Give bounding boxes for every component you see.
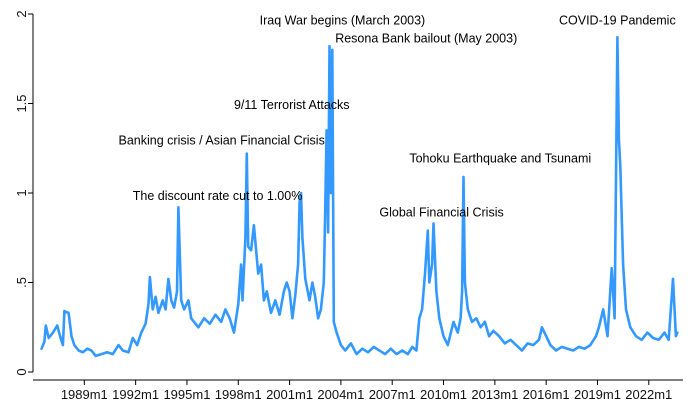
x-tick-label: 1989m1: [61, 387, 108, 402]
y-tick-label: 0: [14, 368, 29, 375]
x-tick-label: 2022m1: [625, 387, 672, 402]
annotation-label: Resona Bank bailout (May 2003): [335, 32, 517, 46]
x-axis: 1989m1 1992m1 1995m1 1998m1 2001m1 2004m1 2007…: [33, 379, 683, 402]
annotation-label: Banking crisis / Asian Financial Crisis: [119, 134, 325, 148]
annotation-label: Tohoku Earthquake and Tsunami: [409, 152, 591, 166]
y-tick-label: 1.5: [14, 94, 29, 112]
x-tick-label: 2004m1: [317, 387, 364, 402]
x-tick-label: 2007m1: [369, 387, 416, 402]
y-tick-label: 2: [14, 10, 29, 17]
y-axis-ticks: 0 .5 1 1.5 2: [14, 10, 33, 376]
series-line-0: [40, 36, 679, 358]
x-tick-label: 1992m1: [112, 387, 159, 402]
annotation-label: COVID-19 Pandemic: [559, 14, 676, 28]
x-tick-label: 1998m1: [215, 387, 262, 402]
annotation-label: Iraq War begins (March 2003): [260, 14, 426, 28]
y-tick-label: .5: [14, 277, 29, 288]
series-layer: [40, 36, 679, 358]
annotations: The discount rate cut to 1.00% Banking cr…: [119, 14, 676, 220]
x-tick-label: 2016m1: [523, 387, 570, 402]
annotation-label: 9/11 Terrorist Attacks: [234, 98, 350, 112]
x-tick-label: 2001m1: [266, 387, 313, 402]
x-tick-label: 2010m1: [420, 387, 467, 402]
annotation-label: The discount rate cut to 1.00%: [133, 189, 303, 203]
x-tick-label: 2013m1: [471, 387, 518, 402]
annotation-label: Global Financial Crisis: [379, 205, 503, 219]
y-axis: 0 .5 1 1.5 2: [14, 10, 34, 376]
x-tick-label: 2019m1: [574, 387, 621, 402]
x-tick-label: 1995m1: [163, 387, 210, 402]
x-axis-ticks: 1989m1 1992m1 1995m1 1998m1 2001m1 2004m1 2007…: [61, 380, 672, 402]
y-tick-label: 1: [14, 189, 29, 196]
